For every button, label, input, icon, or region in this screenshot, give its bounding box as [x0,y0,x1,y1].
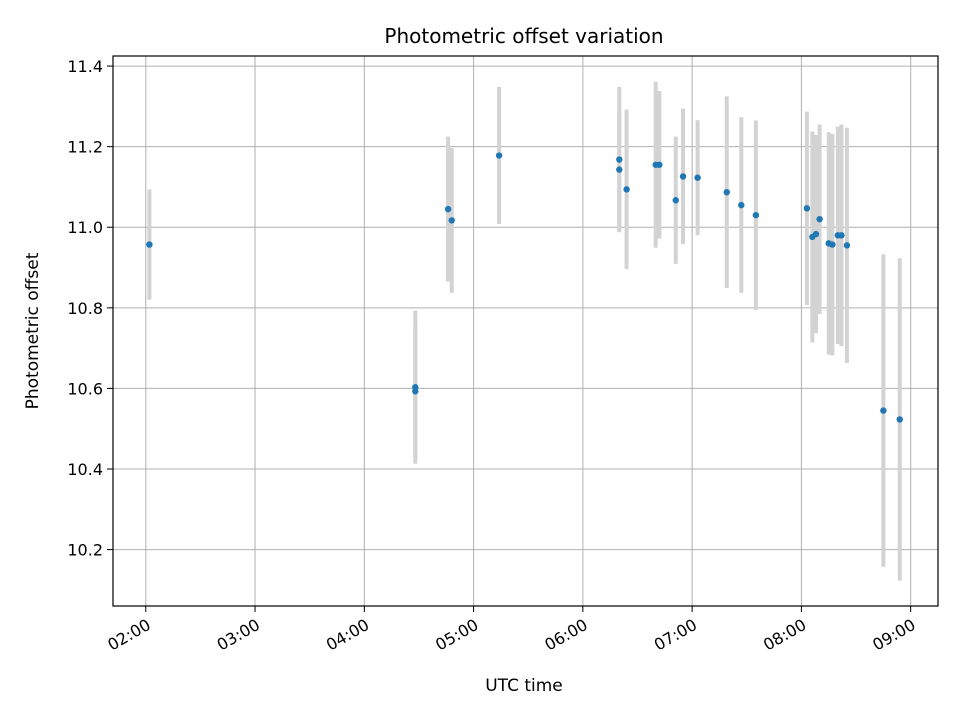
x-tick-label: 05:00 [432,615,481,655]
y-tick-label: 10.6 [67,379,103,398]
plot-frame [112,55,939,607]
y-tick-label: 10.2 [67,541,103,560]
data-point [679,173,687,180]
x-tick-label: 06:00 [541,615,590,655]
grid [113,56,938,606]
y-tick-label: 10.4 [67,460,103,479]
data-point [829,241,836,248]
y-tick-label: 10.8 [67,299,103,318]
data-point [672,197,679,204]
data-point [495,152,503,159]
data-point [412,384,419,391]
data-point [623,186,630,193]
x-tick-label: 09:00 [869,615,918,655]
x-tick-label: 07:00 [651,615,700,655]
data-points [146,152,903,423]
data-point [880,407,887,414]
y-tick-label: 11.2 [67,138,103,157]
x-axis-title: UTC time [485,676,563,696]
data-point [448,217,455,224]
data-point [146,241,153,248]
x-tick-label: 04:00 [323,615,372,655]
y-axis-title: Photometric offset [23,252,43,409]
data-point [723,188,730,196]
data-point [616,166,623,173]
x-axis-ticks: 02:00 03:00 04:00 05:00 06:00 07:00 08:00 09:00 [104,606,919,655]
y-axis-ticks: 10.2 10.4 10.6 10.8 11.0 11.2 11.4 [67,57,113,560]
data-point [838,232,845,239]
x-tick-label: 08:00 [760,615,809,655]
data-point [752,211,760,219]
data-point [656,161,663,168]
x-tick-label: 03:00 [214,615,263,655]
chart-title: Photometric offset variation [384,24,663,48]
x-tick-label: 02:00 [104,615,153,655]
data-point [444,205,452,213]
data-point [896,416,903,423]
error-bars [147,81,902,581]
data-point [616,156,623,163]
y-tick-label: 11.4 [67,57,103,76]
data-point [812,230,820,238]
y-tick-label: 11.0 [67,218,103,237]
data-point [738,201,745,209]
data-point [843,242,851,249]
data-point [816,215,823,223]
data-point [694,174,701,181]
data-point [803,205,811,212]
